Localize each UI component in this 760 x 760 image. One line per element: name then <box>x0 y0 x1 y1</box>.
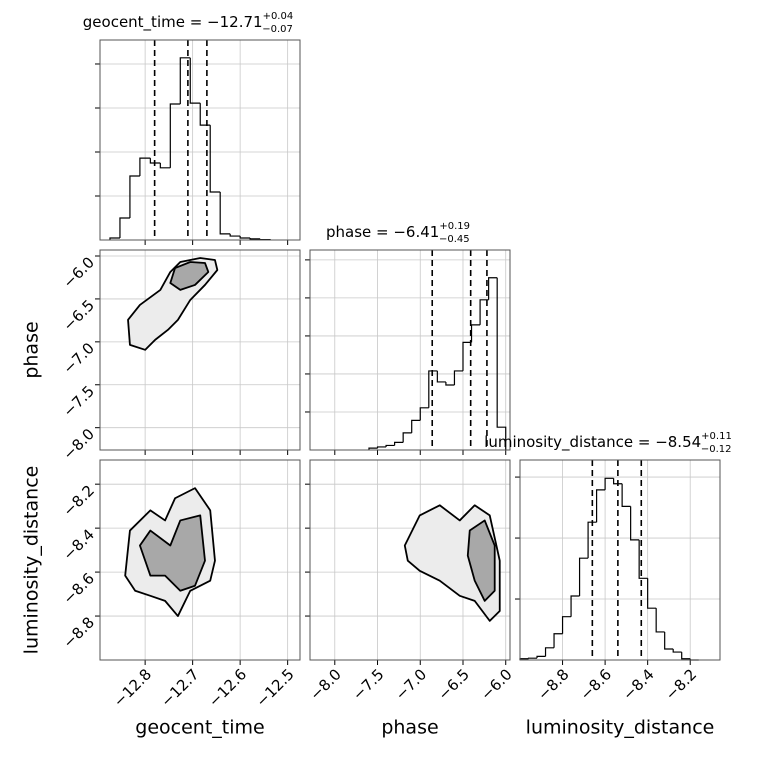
title-text: luminosity_distance = −8.54 <box>484 433 701 452</box>
hist-bin <box>638 539 648 579</box>
panel-frame <box>519 459 721 661</box>
y-axis-label: phase <box>21 321 43 378</box>
hist-bin <box>139 157 151 176</box>
x-tick-label: −12.8 <box>110 665 155 710</box>
y-tick-label: −8.8 <box>60 613 98 651</box>
hist-bin <box>149 158 161 164</box>
hist-bin <box>604 477 614 490</box>
title-text: phase = −6.41 <box>326 223 439 241</box>
hist-bin <box>189 57 201 104</box>
hist-bin <box>453 370 463 385</box>
hist-bin <box>672 649 682 653</box>
x-axis-label: luminosity_distance <box>526 717 715 739</box>
hist-bin <box>544 647 555 657</box>
title-sub: −0.07 <box>262 24 293 35</box>
contour <box>466 519 496 602</box>
panel-frame <box>309 249 511 451</box>
title-sup: +0.19 <box>439 221 470 232</box>
y-axis-label: luminosity_distance <box>21 466 43 655</box>
hist-bin <box>536 655 546 659</box>
y-tick-label: −7.0 <box>60 339 98 377</box>
hist-bin <box>681 652 691 660</box>
y-tick-label: −8.0 <box>60 425 98 463</box>
x-axis-label: phase <box>381 717 438 739</box>
x-tick-label: −8.2 <box>662 665 700 703</box>
hist-bin <box>462 341 472 371</box>
title-sup: +0.04 <box>263 11 294 22</box>
x-tick-label: −8.8 <box>534 665 572 703</box>
x-tick-label: −12.6 <box>205 665 250 710</box>
title-text: geocent_time = −12.71 <box>83 13 263 32</box>
hist-bin <box>613 478 623 485</box>
hist-bin <box>159 162 171 169</box>
hist-bin <box>595 489 606 523</box>
y-tick-label: −8.6 <box>60 569 98 607</box>
hist-bin <box>553 633 563 648</box>
hist-bin <box>621 483 631 507</box>
hist-bin <box>561 616 572 634</box>
hist-bin <box>394 441 404 446</box>
panel-frame <box>99 39 301 241</box>
hist-bin <box>570 595 580 617</box>
hist-bin <box>488 277 498 300</box>
x-tick-label: −12.7 <box>157 665 202 710</box>
hist-bin <box>219 192 231 235</box>
hist-bin <box>129 175 140 218</box>
contour <box>139 514 206 592</box>
hist-bin <box>655 608 665 633</box>
y-tick-label: −6.0 <box>60 253 98 291</box>
hist-bin <box>109 237 120 240</box>
hist-bin <box>199 103 211 126</box>
hist-bin <box>445 381 455 386</box>
hist-bin <box>647 578 657 609</box>
y-tick-label: −6.5 <box>60 296 98 334</box>
hist-bin <box>249 238 261 240</box>
contour <box>169 261 210 291</box>
x-tick-label: −7.5 <box>349 665 387 703</box>
x-tick-label: −8.6 <box>577 665 615 703</box>
x-tick-label: −8.0 <box>306 665 344 703</box>
panel-frame <box>99 459 301 661</box>
hist-bin <box>630 506 640 541</box>
hist-bin <box>470 324 481 343</box>
y-tick-label: −8.2 <box>60 481 98 519</box>
hist-bin <box>209 125 221 193</box>
hist-bin <box>664 631 674 650</box>
hist-bin <box>179 57 191 105</box>
x-tick-label: −6.5 <box>435 665 473 703</box>
panel-title: phase = −6.41+0.19 −0.45 <box>326 221 470 245</box>
hist-bin <box>587 521 597 559</box>
x-tick-label: −8.4 <box>619 665 657 703</box>
y-tick-label: −8.4 <box>60 525 98 563</box>
hist-bin <box>428 370 438 408</box>
panel-frame <box>99 249 301 451</box>
x-axis-label: geocent_time <box>135 717 264 739</box>
hist-bin <box>419 407 429 421</box>
x-tick-label: −7.0 <box>392 665 430 703</box>
x-tick-label: −6.0 <box>477 665 515 703</box>
hist-bin <box>239 236 251 239</box>
hist-bin <box>119 217 130 239</box>
panel-frame <box>309 459 511 661</box>
panel-title: geocent_time = −12.71+0.04 −0.07 <box>83 11 293 35</box>
hist-bin <box>402 432 412 443</box>
hist-bin <box>479 299 489 325</box>
x-tick-label: −12.5 <box>252 665 297 710</box>
y-tick-label: −7.5 <box>60 382 98 420</box>
hist-bin <box>368 447 378 450</box>
hist-bin <box>385 444 395 447</box>
panel-title: luminosity_distance = −8.54+0.11 −0.12 <box>484 431 732 455</box>
hist-bin <box>229 233 241 237</box>
hist-bin <box>411 419 421 433</box>
hist-bin <box>376 446 387 449</box>
title-sup: +0.11 <box>701 431 732 442</box>
title-sub: −0.45 <box>439 234 470 245</box>
hist-bin <box>436 370 446 383</box>
title-sub: −0.12 <box>701 444 732 455</box>
hist-bin <box>527 657 538 659</box>
hist-bin <box>578 557 589 596</box>
hist-bin <box>169 103 181 168</box>
hist-bin <box>496 277 507 450</box>
